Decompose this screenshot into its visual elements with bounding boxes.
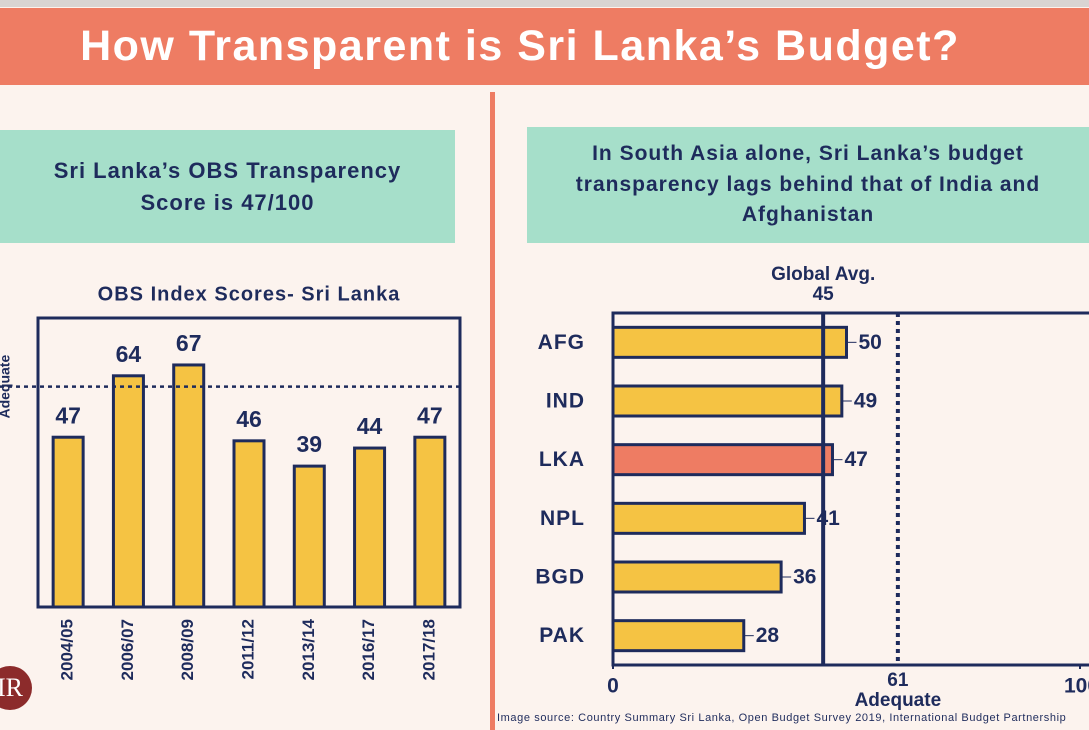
y-tick-label: AFG: [538, 331, 585, 354]
reference-value: 61: [887, 670, 909, 691]
bar: [353, 446, 387, 609]
reference-label: Adequate: [855, 690, 942, 711]
bar: [611, 619, 746, 653]
y-tick-label: LKA: [539, 448, 585, 471]
bar: [611, 325, 848, 359]
top-strip: [0, 0, 1089, 7]
x-tick-label: 2011/12: [238, 619, 257, 680]
x-tick-label: 2013/14: [299, 618, 318, 680]
bar: [611, 560, 783, 594]
bar: [292, 464, 326, 609]
x-tick-label: 2008/09: [178, 619, 197, 680]
bar: [172, 363, 206, 609]
plot-frame: [36, 316, 462, 609]
y-tick-label: IND: [546, 390, 585, 413]
bar: [611, 384, 844, 418]
value-label: 47: [417, 402, 443, 428]
value-label: 47: [55, 402, 81, 428]
value-label: 44: [357, 413, 383, 439]
source-note: Image source: Country Summary Sri Lanka,…: [497, 712, 1067, 724]
reference-label: Adequate: [0, 355, 13, 419]
x-tick-label: 100: [1064, 675, 1089, 698]
callout-text: Sri Lanka’s OBS Transparency Score is 47…: [53, 157, 402, 215]
reference-label: Global Avg.: [771, 264, 875, 285]
value-label: 39: [296, 431, 322, 457]
value-label: 49: [854, 390, 877, 413]
x-tick-label: 2004/05: [58, 619, 77, 680]
x-tick-label: 0: [607, 675, 619, 698]
chart-title: OBS Index Scores- Sri Lanka: [98, 283, 401, 305]
bar: [611, 501, 806, 535]
value-label: 47: [844, 448, 867, 471]
bar: [51, 435, 85, 609]
value-label: 41: [816, 507, 840, 530]
value-label: 36: [793, 566, 816, 589]
value-label: 46: [236, 406, 262, 432]
plot-frame: [611, 311, 1089, 667]
value-label: 28: [756, 624, 780, 647]
reference-value: 45: [813, 284, 835, 305]
header: How Transparent is Sri Lanka’s Budget?: [0, 8, 1089, 85]
value-label: 67: [176, 330, 202, 356]
bar: [611, 443, 834, 477]
divider: [490, 92, 495, 730]
callout-text: In South Asia alone, Sri Lanka’s budget …: [575, 142, 1041, 227]
callout-box: In South Asia alone, Sri Lanka’s budget …: [527, 127, 1089, 243]
page-title: How Transparent is Sri Lanka’s Budget?: [80, 22, 960, 70]
bar: [232, 439, 266, 609]
callout-box: Sri Lanka’s OBS Transparency Score is 47…: [0, 130, 455, 243]
bar: [111, 374, 145, 609]
x-tick-label: 2006/07: [118, 619, 137, 680]
bar: [413, 435, 447, 609]
x-tick-label: 2016/17: [359, 619, 378, 680]
x-tick-label: 2017/18: [419, 619, 438, 680]
value-label: 50: [859, 331, 882, 354]
y-tick-label: NPL: [540, 507, 585, 530]
y-tick-label: BGD: [535, 566, 585, 589]
y-tick-label: PAK: [539, 624, 585, 647]
value-label: 64: [116, 341, 142, 367]
